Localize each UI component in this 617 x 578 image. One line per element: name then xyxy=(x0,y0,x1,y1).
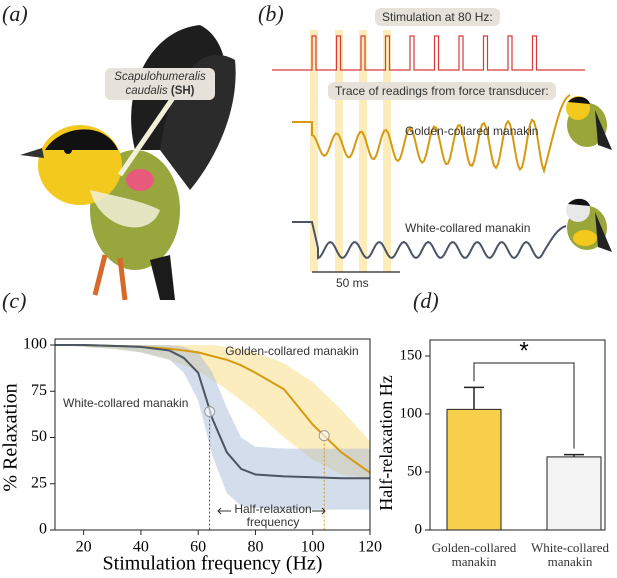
x-tick-label: 120 xyxy=(358,539,382,556)
muscle-name: Scapulohumeralis xyxy=(114,71,206,83)
legend-label: Golden-collared manakin xyxy=(225,344,358,358)
y-tick-label: 50 xyxy=(31,428,47,445)
y-axis-label: Half-relaxation Hz xyxy=(376,375,396,510)
muscle-name-2: caudalis xyxy=(125,85,168,97)
annotation: Half-relaxation frequency xyxy=(234,502,312,529)
highlight-band xyxy=(359,30,367,272)
highlight-band xyxy=(383,30,391,272)
panel-label: (a) xyxy=(2,1,28,26)
highlight-band xyxy=(335,30,343,272)
golden-label: Golden-collared manakin xyxy=(405,124,539,138)
small-bird-golden xyxy=(566,96,612,150)
plot-frame xyxy=(54,338,371,531)
y-tick-label: 100 xyxy=(23,336,47,353)
bar xyxy=(546,456,602,531)
half-relaxation-point xyxy=(318,430,330,442)
plot-frame xyxy=(429,339,606,531)
white-label: White-collared manakin xyxy=(405,221,531,235)
y-tick-label: 75 xyxy=(31,382,47,399)
y-tick-label: 0 xyxy=(415,521,423,537)
category-label: Golden-collared manakin xyxy=(431,540,517,569)
muscle-label: Scapulohumeralis caudalis (SH) xyxy=(105,68,215,100)
panel-label: (c) xyxy=(2,288,26,313)
line xyxy=(55,344,370,480)
confidence-band xyxy=(55,345,370,510)
scale-label: 50 ms xyxy=(336,276,369,290)
stimulation-trace xyxy=(272,35,585,71)
y-tick-label: 50 xyxy=(407,463,422,479)
small-bird-white xyxy=(566,198,612,252)
trace-label: Trace of readings from force transducer: xyxy=(328,82,556,100)
x-tick-label: 60 xyxy=(190,539,206,556)
stimulation-label: Stimulation at 80 Hz: xyxy=(375,8,500,26)
y-tick-label: 0 xyxy=(39,521,47,538)
y-tick-label: 25 xyxy=(31,474,47,491)
bird-illustration xyxy=(20,25,236,301)
bar xyxy=(446,408,502,531)
x-tick-label: 100 xyxy=(301,539,325,556)
annotation-arrows xyxy=(217,507,326,515)
x-axis-label: Stimulation frequency (Hz) xyxy=(103,553,323,575)
x-tick-label: 80 xyxy=(247,539,263,556)
confidence-band xyxy=(55,345,370,479)
x-tick-label: 40 xyxy=(133,539,149,556)
legend-label: White-collared manakin xyxy=(63,396,188,410)
panel-label: (b) xyxy=(258,1,284,26)
muscle-abbr: (SH) xyxy=(170,85,195,97)
y-tick-label: 150 xyxy=(400,347,423,363)
category-label: White-collared manakin xyxy=(531,540,609,569)
significance-label: * xyxy=(519,337,528,364)
panel-label: (d) xyxy=(413,288,439,313)
y-axis-label: % Relaxation xyxy=(0,383,22,491)
y-tick-label: 100 xyxy=(400,405,423,421)
highlight-band xyxy=(310,30,318,272)
x-tick-label: 20 xyxy=(76,539,92,556)
white-trace xyxy=(292,221,567,260)
half-relaxation-point xyxy=(204,406,216,418)
significance-bracket xyxy=(473,362,575,449)
golden-trace xyxy=(292,94,571,175)
